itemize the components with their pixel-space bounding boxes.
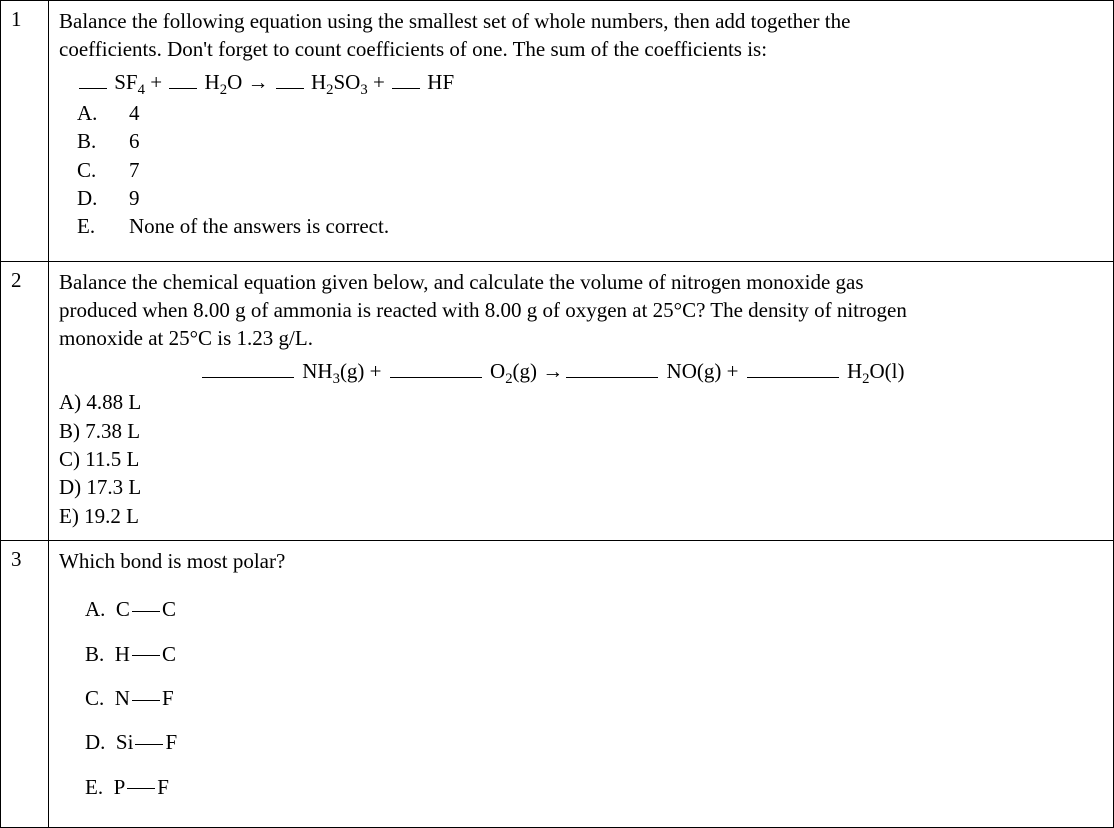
question-number-cell: 2 <box>1 261 49 540</box>
question-row-1: 1 Balance the following equation using t… <box>1 1 1114 262</box>
choice-b: B.6 <box>77 127 1103 155</box>
question-prompt: Balance the chemical equation given belo… <box>59 268 1103 353</box>
prompt-line: Balance the following equation using the… <box>59 9 850 33</box>
question-number-cell: 1 <box>1 1 49 262</box>
choice-c: C) 11.5 L <box>59 445 1103 473</box>
question-prompt: Which bond is most polar? <box>59 547 1103 575</box>
bond-icon <box>132 655 160 656</box>
question-number-cell: 3 <box>1 540 49 827</box>
prompt-line: monoxide at 25°C is 1.23 g/L. <box>59 326 313 350</box>
question-row-3: 3 Which bond is most polar? A. CC B. HC … <box>1 540 1114 827</box>
bond-icon <box>132 700 160 701</box>
choice-a: A. CC <box>85 595 1103 623</box>
questions-table: 1 Balance the following equation using t… <box>0 0 1114 828</box>
blank <box>202 357 294 378</box>
choice-e: E) 19.2 L <box>59 502 1103 530</box>
choice-e: E.None of the answers is correct. <box>77 212 1103 240</box>
choice-d: D.9 <box>77 184 1103 212</box>
choice-e: E. PF <box>85 773 1103 801</box>
bond-icon <box>135 744 163 745</box>
choice-d: D) 17.3 L <box>59 473 1103 501</box>
choice-a: A) 4.88 L <box>59 388 1103 416</box>
question-content-cell: Balance the following equation using the… <box>49 1 1114 262</box>
question-number: 2 <box>11 268 22 292</box>
blank <box>390 357 482 378</box>
prompt-line: Balance the chemical equation given belo… <box>59 270 864 294</box>
bond-icon <box>127 788 155 789</box>
question-content-cell: Which bond is most polar? A. CC B. HC C.… <box>49 540 1114 827</box>
blank <box>747 357 839 378</box>
equation: NH3(g) + O2(g) → NO(g) + H2O(l) <box>199 357 1103 386</box>
question-number: 3 <box>11 547 22 571</box>
blank <box>392 68 420 89</box>
choice-a: A.4 <box>77 99 1103 127</box>
blank <box>566 357 658 378</box>
choice-c: C. NF <box>85 684 1103 712</box>
choice-b: B) 7.38 L <box>59 417 1103 445</box>
question-row-2: 2 Balance the chemical equation given be… <box>1 261 1114 540</box>
equation: SF4 + H2O → H2SO3 + HF <box>77 68 1103 97</box>
choice-d: D. SiF <box>85 728 1103 756</box>
blank <box>169 68 197 89</box>
bond-icon <box>132 611 160 612</box>
choice-c: C.7 <box>77 156 1103 184</box>
question-prompt: Balance the following equation using the… <box>59 7 1103 64</box>
choice-b: B. HC <box>85 640 1103 668</box>
question-content-cell: Balance the chemical equation given belo… <box>49 261 1114 540</box>
blank <box>79 68 107 89</box>
blank <box>276 68 304 89</box>
prompt-line: produced when 8.00 g of ammonia is react… <box>59 298 907 322</box>
question-number: 1 <box>11 7 22 31</box>
prompt-line: coefficients. Don't forget to count coef… <box>59 37 767 61</box>
